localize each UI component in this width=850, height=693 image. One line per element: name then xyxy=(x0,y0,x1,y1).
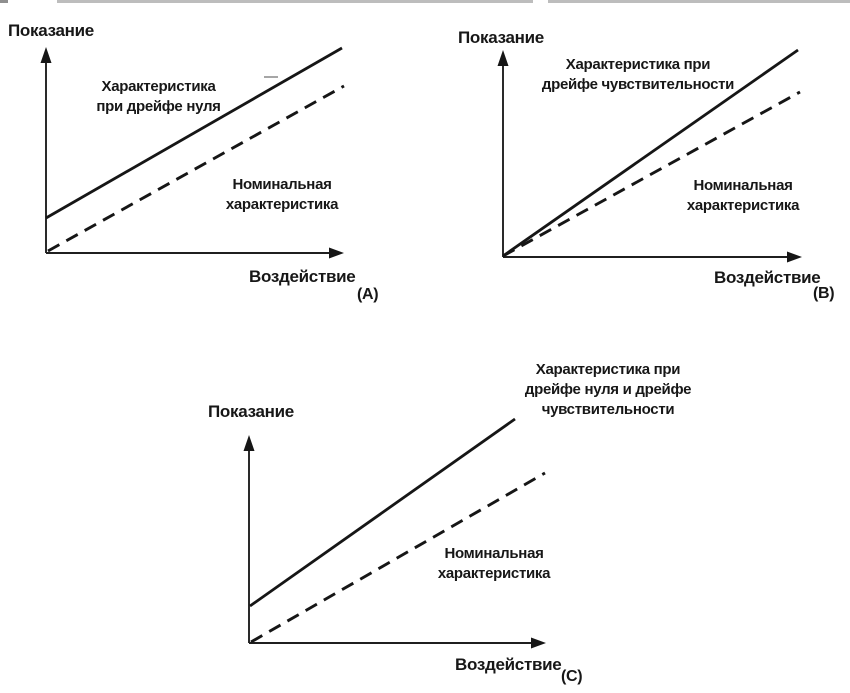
panel-c-drift-label: Характеристика при дрейфе нуля и дрейфе … xyxy=(510,360,706,420)
panel-a-x-axis-label: Воздействие xyxy=(249,267,356,286)
label-line: характеристика xyxy=(437,565,551,582)
panel-a-y-axis-arrow-icon xyxy=(40,47,52,63)
label-line: характеристика xyxy=(686,197,800,214)
panel-b-nominal-line xyxy=(502,90,801,258)
panel-a-drift-line xyxy=(45,46,343,220)
label-line: Номинальная xyxy=(444,545,544,562)
panel-b-plot xyxy=(497,48,802,263)
panel-c-y-axis-arrow-icon xyxy=(243,435,255,451)
scan-artifact-dash xyxy=(264,76,278,78)
label-line: Характеристика при xyxy=(565,56,711,73)
panel-b-x-axis-arrow-icon xyxy=(787,251,802,263)
label-line: характеристика xyxy=(225,196,339,213)
panel-b-x-axis-label: Воздействие xyxy=(714,268,821,287)
panel-a-drift-label: Характеристика при дрейфе нуля xyxy=(61,77,256,117)
label-line: Характеристика xyxy=(101,78,216,95)
panel-c-x-axis-arrow-icon xyxy=(531,637,546,649)
panel-a-y-axis-label: Показание xyxy=(8,21,94,40)
panel-b-y-axis-arrow-icon xyxy=(497,50,509,66)
scan-artifact-strip-right xyxy=(548,0,850,3)
panel-b-tag: (B) xyxy=(813,285,835,302)
panel-a-plot xyxy=(40,46,345,259)
label-line: при дрейфе нуля xyxy=(96,98,221,115)
panel-b-drift-line xyxy=(502,48,799,258)
label-line: чувствительности xyxy=(541,401,675,418)
panel-c-nominal-line xyxy=(250,471,546,644)
label-line: Номинальная xyxy=(693,177,793,194)
label-line: Характеристика при xyxy=(535,361,681,378)
panel-c-plot xyxy=(243,417,546,649)
panel-a-nominal-line xyxy=(47,84,345,253)
panel-c-nominal-label: Номинальная характеристика xyxy=(414,544,574,584)
label-line: Номинальная xyxy=(232,176,332,193)
panel-b-drift-label: Характеристика при дрейфе чувствительнос… xyxy=(540,55,736,95)
panel-a-x-axis-arrow-icon xyxy=(329,247,344,259)
scan-artifact-strip-left xyxy=(57,0,533,3)
panel-b-nominal-label: Номинальная характеристика xyxy=(663,176,823,216)
panel-c-drift-line xyxy=(249,417,516,608)
panel-b-y-axis-label: Показание xyxy=(458,28,544,47)
panel-c-y-axis-label: Показание xyxy=(208,402,294,421)
panel-c-tag: (C) xyxy=(561,668,583,685)
panel-a-tag: (A) xyxy=(357,286,379,303)
panel-c-x-axis-label: Воздействие xyxy=(455,655,562,674)
panel-a-nominal-label: Номинальная характеристика xyxy=(202,175,362,215)
scan-corner-mark xyxy=(0,0,8,3)
label-line: дрейфе чувствительности xyxy=(541,76,735,93)
label-line: дрейфе нуля и дрейфе xyxy=(524,381,692,398)
